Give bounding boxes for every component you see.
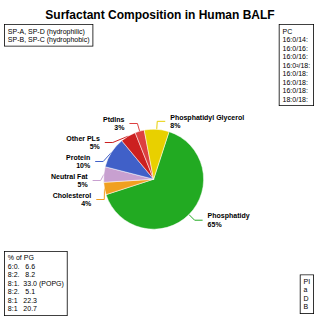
svg-text:Phosphatidy: Phosphatidy [208, 212, 250, 220]
svg-text:8:2. 8.2: 8:2. 8.2 [8, 271, 35, 278]
svg-text:16:0/18:: 16:0/18: [283, 79, 308, 86]
svg-text:Other PLs: Other PLs [66, 135, 100, 142]
svg-text:Phosphatidyl Glycerol: Phosphatidyl Glycerol [170, 114, 244, 122]
svg-text:3%: 3% [114, 124, 125, 131]
svg-text:6:0. 6.6: 6:0. 6.6 [8, 263, 35, 270]
svg-text:16:0²/18:: 16:0²/18: [283, 62, 311, 69]
svg-text:a: a [304, 286, 308, 293]
svg-text:Surfactant Composition in Huma: Surfactant Composition in Human BALF [45, 8, 274, 22]
svg-text:16:0/18:: 16:0/18: [283, 70, 308, 77]
svg-text:5%: 5% [90, 143, 101, 150]
svg-text:B: B [304, 303, 309, 310]
svg-text:Ptdlns: Ptdlns [103, 116, 124, 123]
svg-text:8%: 8% [170, 122, 181, 129]
svg-text:18:0/18:: 18:0/18: [283, 96, 308, 103]
svg-text:Neutral Fat: Neutral Fat [51, 173, 88, 180]
svg-text:16:0/18:: 16:0/18: [283, 87, 308, 94]
svg-text:8:2. 5.1: 8:2. 5.1 [8, 288, 35, 295]
svg-text:Protein: Protein [66, 154, 90, 161]
svg-text:D: D [304, 295, 309, 302]
svg-text:PI: PI [304, 278, 311, 285]
svg-text:4%: 4% [81, 200, 92, 207]
svg-text:Cholesterol: Cholesterol [53, 192, 92, 199]
svg-text:SP-B, SP-C (hydrophobic): SP-B, SP-C (hydrophobic) [8, 36, 90, 44]
svg-text:PC: PC [283, 28, 293, 35]
svg-text:8:1. 33.0 (POPG): 8:1. 33.0 (POPG) [8, 280, 64, 288]
svg-text:8:1 20.7: 8:1 20.7 [8, 305, 37, 312]
svg-text:8:1 22.3: 8:1 22.3 [8, 297, 37, 304]
svg-text:5%: 5% [77, 181, 88, 188]
svg-text:% of PG: % of PG [8, 254, 34, 261]
svg-text:SP-A, SP-D (hydrophilic): SP-A, SP-D (hydrophilic) [8, 28, 85, 36]
svg-text:16:0/16:: 16:0/16: [283, 45, 308, 52]
svg-text:16:0/16:: 16:0/16: [283, 53, 308, 60]
svg-text:10%: 10% [76, 162, 91, 169]
svg-text:65%: 65% [208, 221, 223, 228]
svg-text:16:0/14:: 16:0/14: [283, 36, 308, 43]
